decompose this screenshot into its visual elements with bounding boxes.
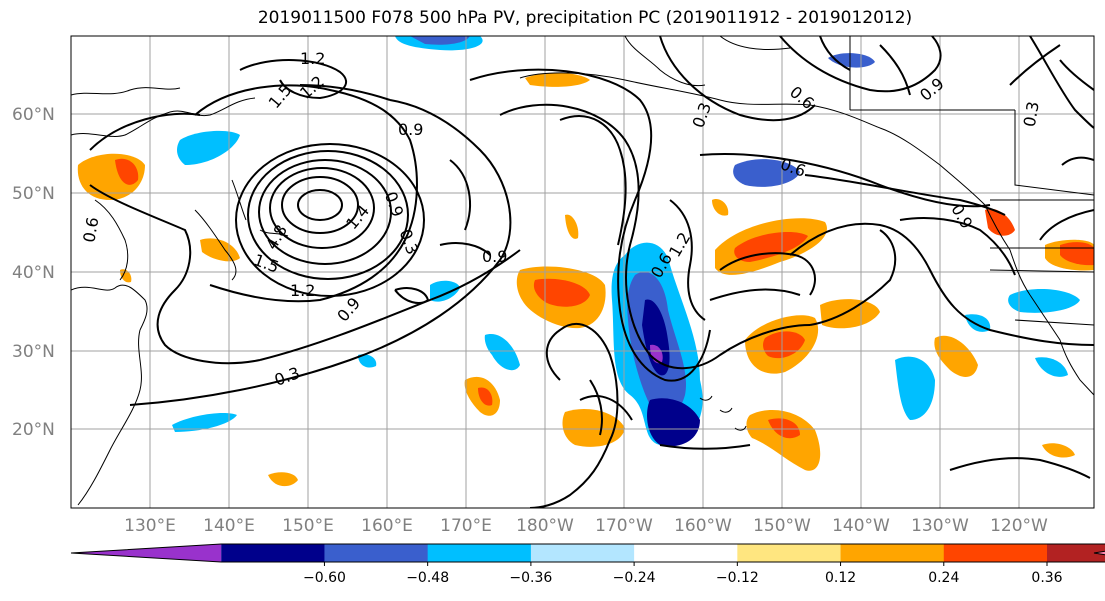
colorbar-swatch	[943, 544, 1048, 562]
positive-anomaly-hawaii-core	[768, 418, 800, 439]
positive-anomaly-alaska	[525, 72, 590, 87]
map-frame	[70, 35, 1095, 509]
colorbar-tick-label: −0.48	[406, 570, 449, 586]
positive-anomaly-japan	[200, 238, 240, 262]
lat-label: 60°N	[12, 105, 55, 125]
colorbar-outline	[70, 543, 1105, 563]
lon-label: 120°W	[990, 516, 1048, 536]
positive-anomaly-pnw	[985, 208, 1015, 236]
positive-anomaly-subtropic-core	[478, 387, 493, 406]
colorbar-tick-label: −0.60	[303, 570, 346, 586]
contour-label: 0.3	[1020, 100, 1043, 128]
negative-anomaly-mexico	[1035, 357, 1068, 377]
lon-label: 140°E	[203, 516, 255, 536]
coastlines	[71, 36, 1094, 506]
positive-anomaly-small-3	[1042, 443, 1075, 458]
positive-anomaly-hawaii-east	[746, 410, 821, 471]
colorbar-swatch	[427, 544, 532, 562]
positive-anomaly-north-pac-core	[734, 232, 808, 262]
negative-anomaly-east	[895, 356, 935, 420]
colorbar-tick-label: −0.24	[613, 570, 656, 586]
contour-label: 1.2	[300, 49, 325, 68]
negative-anomaly-california	[1008, 288, 1080, 313]
positive-anomaly-small-1	[565, 214, 579, 239]
lon-label: 180°W	[516, 516, 574, 536]
colorbar-swatch	[530, 544, 635, 562]
contour-label: 0.6	[79, 216, 102, 244]
colorbar-swatch	[634, 544, 738, 562]
negative-anomaly-south	[647, 398, 700, 447]
positive-anomaly-small-4	[712, 199, 729, 216]
map-title: 2019011500 F078 500 hPa PV, precipitatio…	[257, 8, 913, 28]
pv-contours	[89, 36, 1094, 508]
colorbar-swatch	[1047, 544, 1105, 562]
lon-label: 160°E	[361, 516, 413, 536]
longitude-axis: 130°E 140°E 150°E 160°E 170°E 180°W 170°…	[124, 516, 1048, 536]
lon-label: 170°E	[440, 516, 492, 536]
colorbar-tick-label: 0.36	[1031, 570, 1062, 586]
latitude-axis: 60°N 50°N 40°N 30°N 20°N	[12, 105, 55, 440]
lat-label: 30°N	[12, 342, 55, 362]
colorbar-swatch	[737, 544, 842, 562]
lat-label: 40°N	[12, 263, 55, 283]
negative-anomaly-japan-north	[177, 130, 240, 165]
negative-anomaly-subtropic	[484, 334, 520, 371]
lon-label: 170°W	[595, 516, 653, 536]
contour-label: 1.2	[290, 281, 315, 300]
positive-anomaly-east-pac-2	[820, 299, 880, 329]
colorbar-tick-label: −0.12	[716, 570, 759, 586]
positive-anomaly-west-core	[115, 158, 139, 185]
precipitation-shading	[77, 36, 1094, 487]
colorbar-swatch	[840, 544, 945, 562]
colorbar-swatch	[221, 544, 325, 562]
negative-anomaly-small-1	[358, 354, 377, 368]
lat-label: 50°N	[12, 184, 55, 204]
lat-label: 20°N	[12, 420, 55, 440]
lon-label: 130°W	[911, 516, 969, 536]
lon-label: 150°E	[282, 516, 334, 536]
positive-anomaly-small-2	[268, 472, 298, 487]
colorbar-tick-label: −0.36	[509, 570, 552, 586]
lon-label: 140°W	[832, 516, 890, 536]
colorbar: −0.60−0.48−0.36−0.24−0.120.120.240.360.4…	[70, 543, 1105, 586]
lon-label: 130°E	[124, 516, 176, 536]
contour-label: 0.9	[482, 247, 507, 266]
negative-anomaly-alaska	[733, 159, 800, 187]
colorbar-extend-low	[71, 544, 222, 562]
colorbar-swatch	[324, 544, 429, 562]
negative-anomaly-west	[172, 413, 237, 432]
positive-anomaly-small-5	[120, 269, 132, 283]
lon-label: 160°W	[674, 516, 732, 536]
lon-label: 150°W	[753, 516, 811, 536]
positive-anomaly-east-coast	[934, 335, 978, 377]
negative-anomaly-north-core	[410, 36, 470, 45]
colorbar-tick-label: 0.12	[825, 570, 856, 586]
colorbar-tick-label: 0.24	[928, 570, 959, 586]
positive-anomaly-jet-core	[533, 278, 590, 307]
contour-label: 0.9	[398, 120, 423, 139]
positive-anomaly-south	[562, 408, 625, 447]
